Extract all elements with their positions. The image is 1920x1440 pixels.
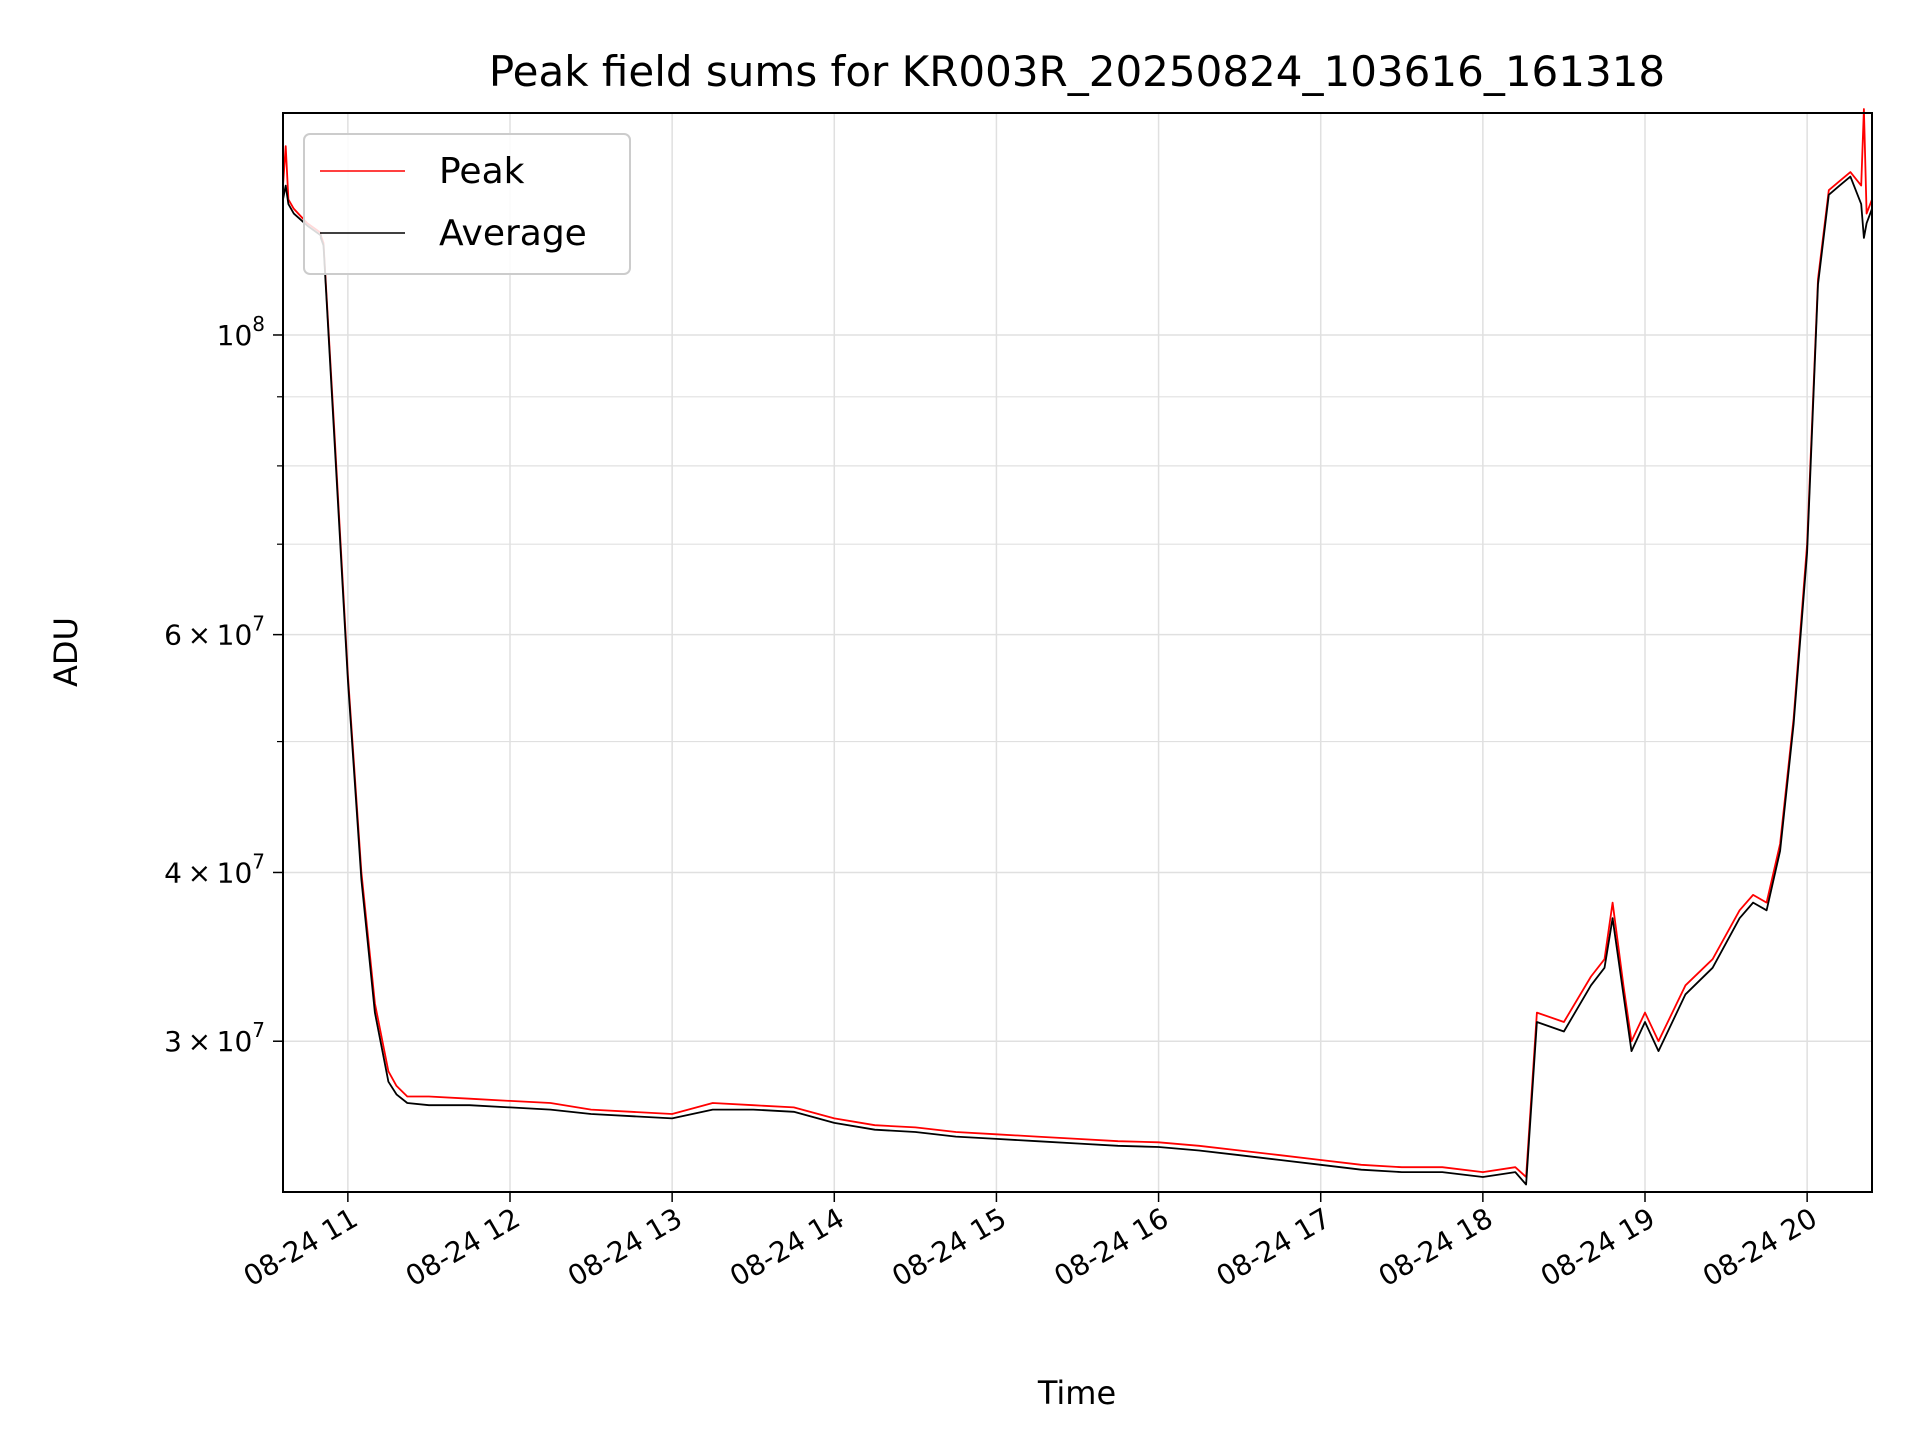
y-tick-label: 108 [217,312,265,352]
chart-title: Peak field sums for KR003R_20250824_1036… [489,47,1665,96]
legend-label-peak: Peak [439,151,525,192]
plot-frame [282,112,1873,1193]
legend: Peak Average [303,133,631,275]
y-axis: 3 × 107 4 × 107 6 × 107 108 [164,312,283,1058]
series-line-average [282,175,1873,1186]
y-axis-label: ADU [47,617,85,687]
y-tick-label: 6 × 107 [164,612,265,652]
y-tick-label: 4 × 107 [164,849,265,889]
series-line-peak [282,108,1873,1178]
legend-box [303,133,631,275]
x-axis-label: Time [1037,1374,1116,1412]
y-tick-label: 3 × 107 [164,1018,265,1058]
series-layer [282,108,1873,1186]
legend-label-average: Average [439,213,587,254]
grid-lines [283,113,1872,1192]
